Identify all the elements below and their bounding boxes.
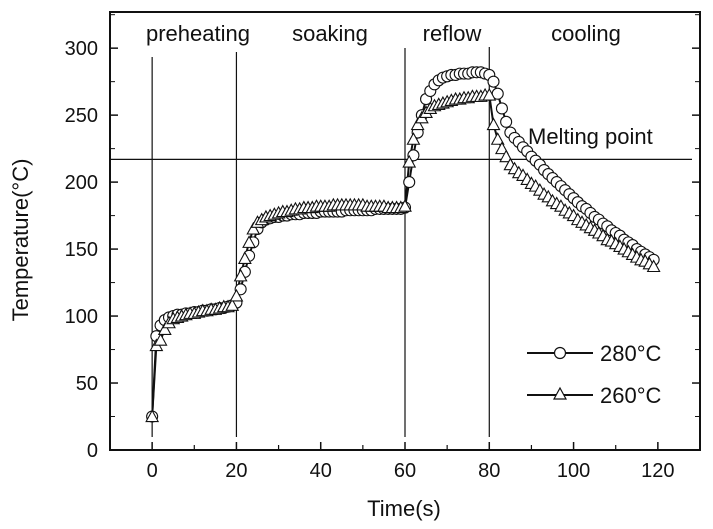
data-point-260 xyxy=(145,409,160,423)
data-point-260 xyxy=(402,154,417,168)
data-point-260 xyxy=(237,251,252,265)
data-point-260 xyxy=(410,117,425,131)
data-point-260 xyxy=(153,333,168,346)
legend-marker-circle xyxy=(553,346,567,360)
data-point-260 xyxy=(229,288,244,302)
y-tick-label: 300 xyxy=(65,38,98,60)
data-point-280 xyxy=(403,176,416,189)
phase-label-soaking: soaking xyxy=(292,21,368,46)
data-point-260 xyxy=(225,298,240,311)
data-point-280 xyxy=(487,75,500,88)
legend-label-260: 260°C xyxy=(600,383,662,408)
plot-area xyxy=(109,11,701,451)
x-tick-label: 120 xyxy=(641,460,674,482)
x-tick-label: 80 xyxy=(478,460,500,482)
legend: 280°C 260°C xyxy=(527,341,662,408)
data-point-260 xyxy=(482,87,497,101)
data-point-260 xyxy=(246,221,261,235)
y-tick-label: 100 xyxy=(65,306,98,328)
y-tick-label: 200 xyxy=(65,172,98,194)
data-point-260 xyxy=(157,322,172,335)
y-tick-label: 250 xyxy=(65,105,98,127)
data-point-280 xyxy=(500,115,513,128)
y-axis-label: Temperature(°C) xyxy=(8,159,33,322)
legend-marker-triangle xyxy=(552,386,568,400)
phase-label-cooling: cooling xyxy=(551,21,621,46)
data-point-260 xyxy=(406,132,421,145)
data-point-260 xyxy=(398,199,412,212)
axis-ticks: 0 20 40 60 80 100 120 0 50 100 150 200 250 300 xyxy=(65,14,700,482)
data-point-260 xyxy=(242,235,256,248)
x-tick-label: 20 xyxy=(225,460,247,482)
data-point-260 xyxy=(233,268,248,282)
x-tick-label: 40 xyxy=(310,460,332,482)
melting-point-label: Melting point xyxy=(528,124,653,149)
legend-label-280: 280°C xyxy=(600,341,662,366)
x-tick-label: 60 xyxy=(394,460,416,482)
data-point-260 xyxy=(646,259,661,273)
x-axis-label: Time(s) xyxy=(367,496,441,521)
y-tick-label: 150 xyxy=(65,239,98,261)
y-tick-label: 0 xyxy=(87,440,98,462)
data-point-260 xyxy=(499,149,514,163)
data-point-260 xyxy=(495,141,509,155)
data-point-260 xyxy=(486,117,501,131)
x-tick-label: 0 xyxy=(147,460,158,482)
x-tick-label: 100 xyxy=(557,460,590,482)
data-point-260 xyxy=(490,132,505,145)
phase-label-preheating: preheating xyxy=(146,21,250,46)
data-point-280 xyxy=(495,102,508,115)
phase-label-reflow: reflow xyxy=(423,21,482,46)
y-tick-label: 50 xyxy=(76,373,98,395)
